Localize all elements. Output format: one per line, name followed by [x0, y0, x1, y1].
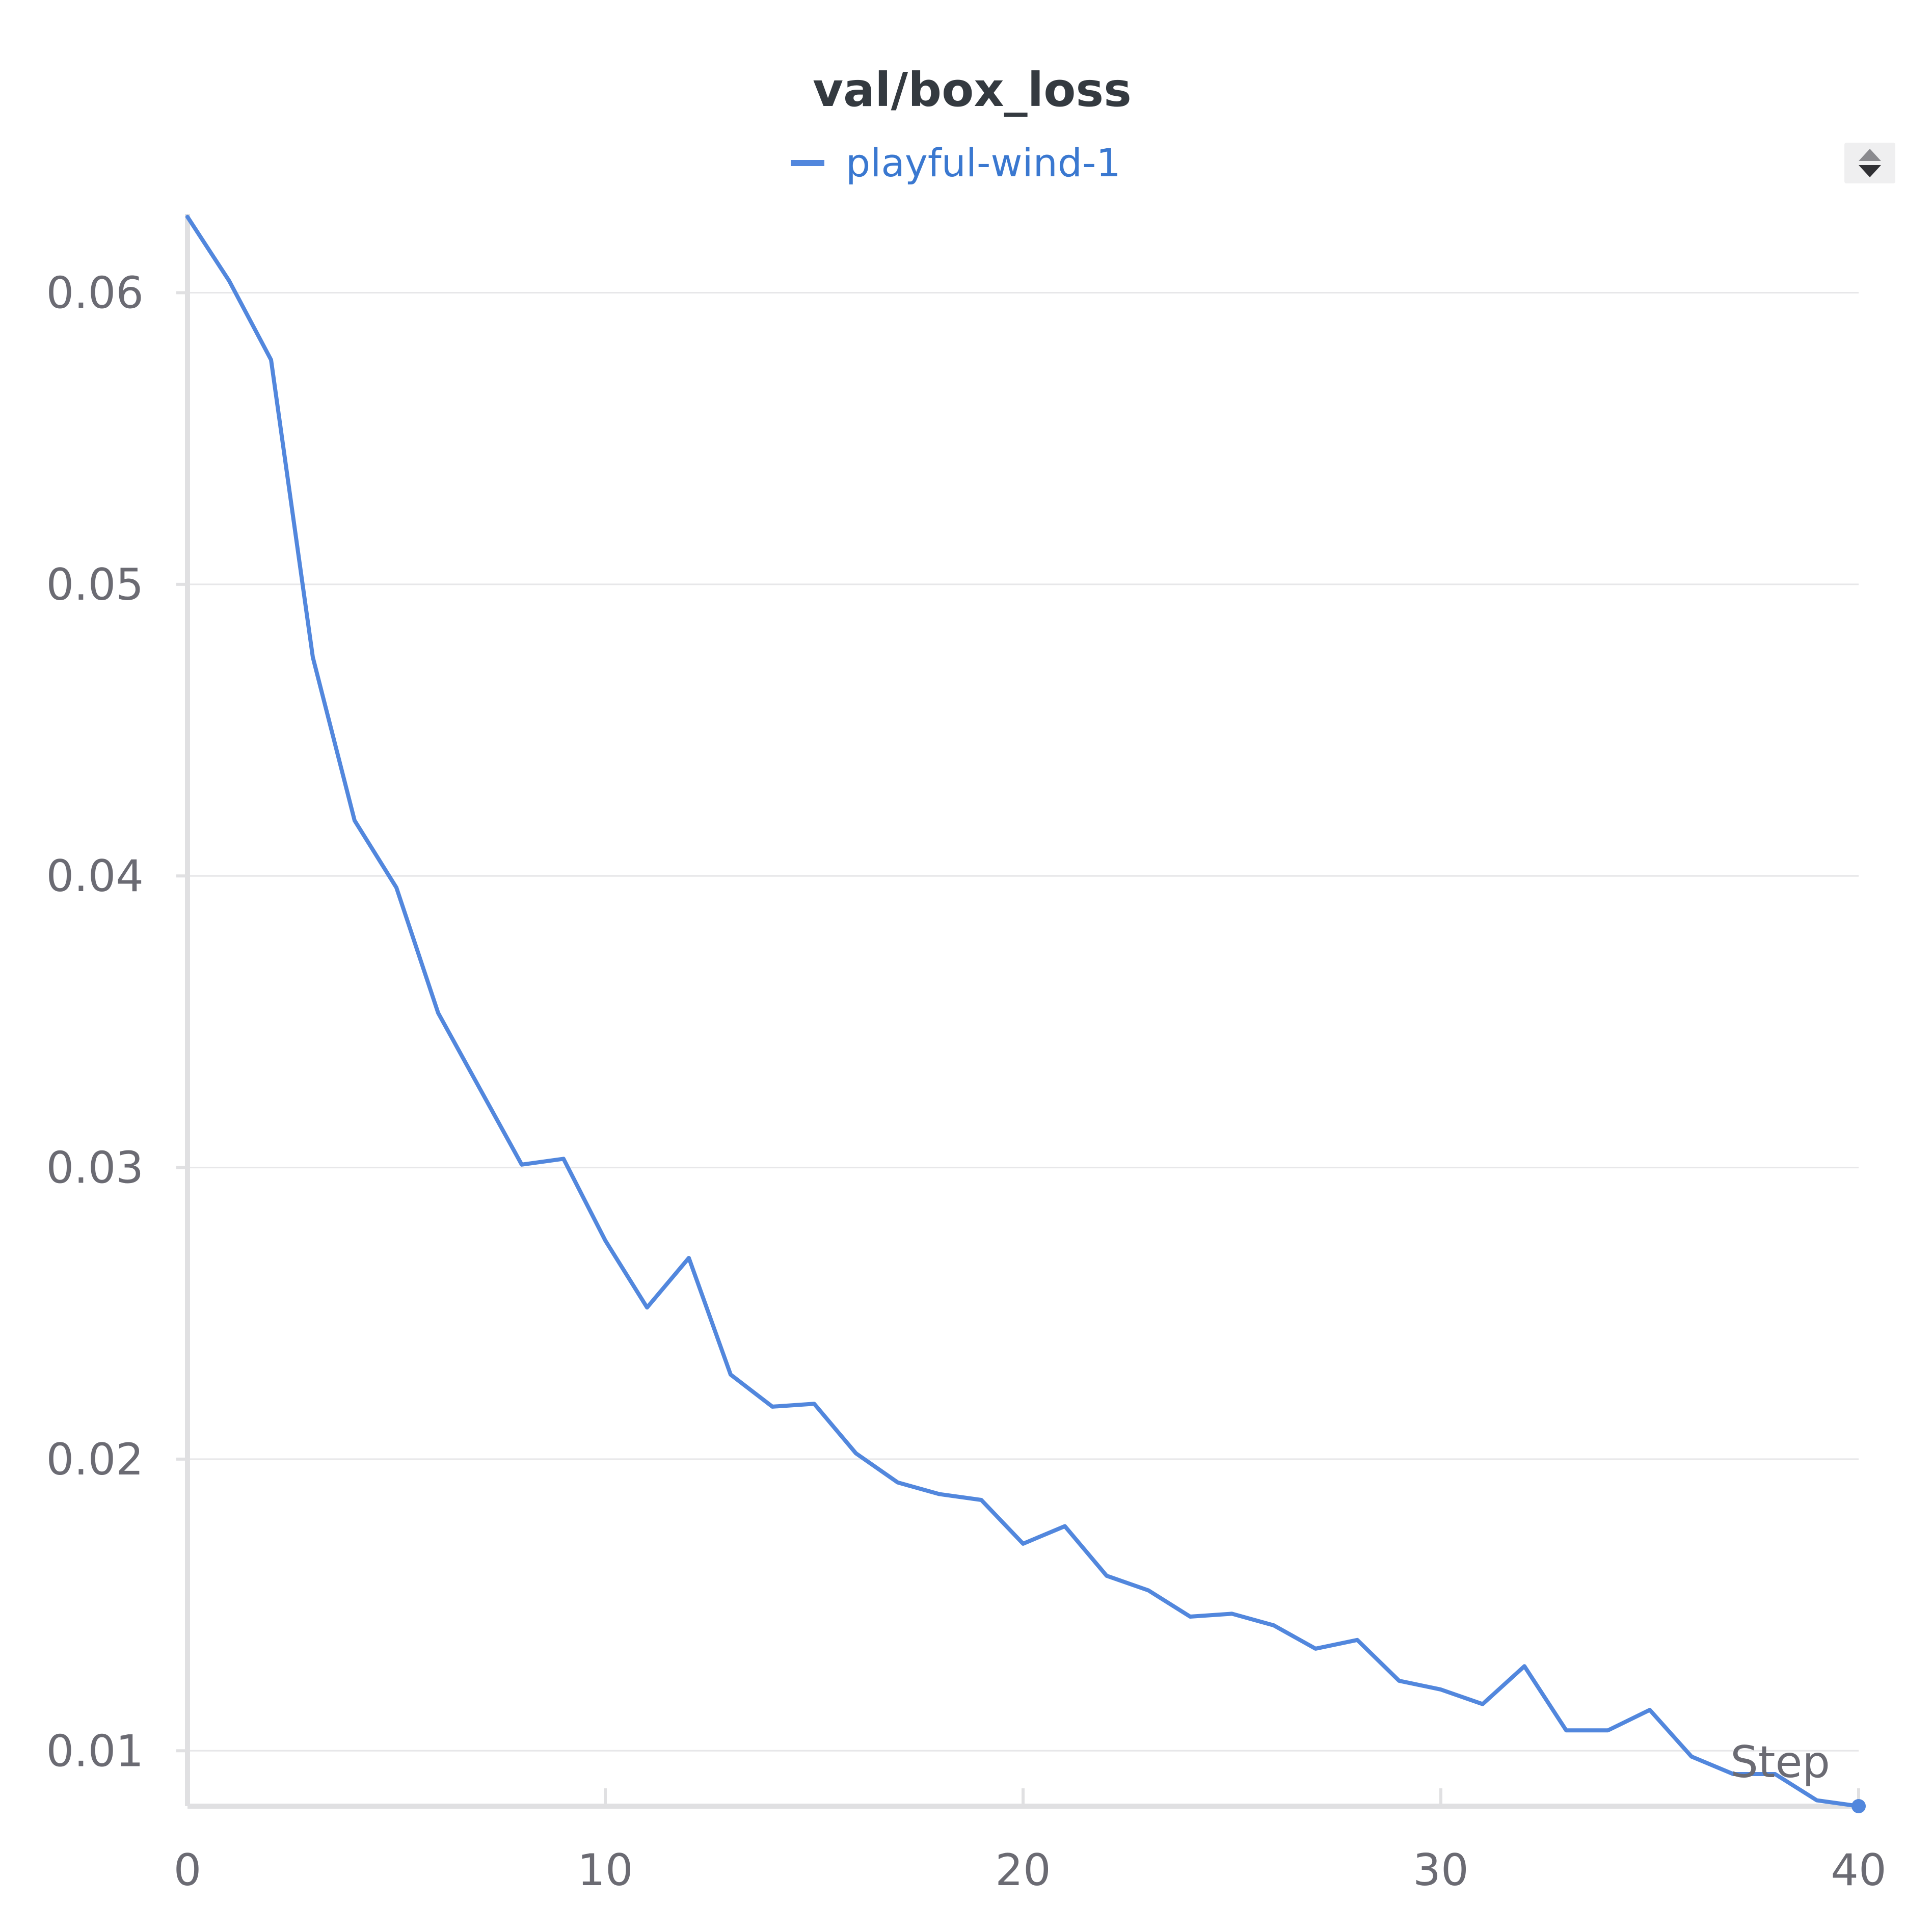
legend-label: playful-wind-1	[846, 140, 1121, 185]
series-point	[937, 1492, 942, 1497]
grid-lines	[187, 292, 1859, 1752]
x-tick-label: 20	[995, 1845, 1051, 1896]
tick-labels: 0.01 0.02 0.03 0.04 0.05 0.06 0 10 20 30 40	[46, 268, 1887, 1896]
x-tick-label: 10	[577, 1845, 633, 1896]
series-line	[185, 214, 1861, 1808]
series-point	[1229, 1611, 1235, 1616]
series-point	[269, 357, 274, 362]
y-tick-label: 0.05	[46, 559, 144, 610]
legend-sort-button-bg	[1844, 143, 1895, 183]
y-tick-label: 0.01	[46, 1726, 144, 1777]
series-point	[561, 1156, 566, 1161]
y-tick-label: 0.06	[46, 268, 144, 319]
series-point	[310, 655, 315, 660]
series-point	[1146, 1588, 1151, 1593]
series-point	[185, 214, 190, 220]
series-point	[1814, 1798, 1819, 1803]
series-layer	[185, 214, 1866, 1813]
series-point	[728, 1372, 733, 1377]
series-point	[1188, 1614, 1193, 1619]
y-tick-label: 0.03	[46, 1143, 144, 1194]
series-point	[1605, 1728, 1611, 1733]
series-point	[686, 1255, 691, 1260]
series-point	[1564, 1728, 1569, 1733]
series-point	[1522, 1663, 1527, 1669]
series-point	[1355, 1638, 1360, 1643]
series-point	[519, 1162, 524, 1167]
series-point	[770, 1404, 775, 1409]
series-point	[1438, 1687, 1443, 1692]
series-point	[979, 1497, 984, 1502]
y-tick-label: 0.02	[46, 1434, 144, 1485]
chart-title: val/box_loss	[813, 63, 1132, 117]
series-point	[895, 1480, 900, 1485]
series-point	[1271, 1623, 1276, 1628]
series-endpoint-marker[interactable]	[1852, 1799, 1866, 1813]
y-tick-label: 0.04	[46, 851, 144, 902]
series-point	[1397, 1678, 1402, 1683]
series-point	[603, 1238, 608, 1243]
x-tick-label: 0	[174, 1845, 202, 1896]
series-point	[227, 279, 232, 284]
series-point	[1062, 1524, 1067, 1529]
series-point	[645, 1305, 650, 1310]
x-tick-label: 40	[1831, 1845, 1886, 1896]
series-point	[477, 1086, 482, 1091]
series-point	[1104, 1573, 1109, 1578]
sort-arrows-icon	[1859, 149, 1881, 177]
legend[interactable]: playful-wind-1	[791, 140, 1121, 185]
series-point	[812, 1401, 817, 1406]
series-point	[394, 885, 399, 890]
series-point	[1689, 1754, 1694, 1759]
series-point	[1647, 1707, 1652, 1712]
legend-sort-button[interactable]	[1844, 143, 1895, 183]
series-point	[853, 1451, 858, 1456]
series-point	[1021, 1541, 1026, 1546]
series-point	[1480, 1702, 1485, 1707]
axes	[176, 214, 1860, 1809]
x-tick-label: 30	[1413, 1845, 1468, 1896]
x-axis-title: Step	[1730, 1737, 1830, 1788]
series-point	[1313, 1646, 1318, 1651]
series-point	[436, 1010, 441, 1015]
series-point	[352, 818, 357, 823]
